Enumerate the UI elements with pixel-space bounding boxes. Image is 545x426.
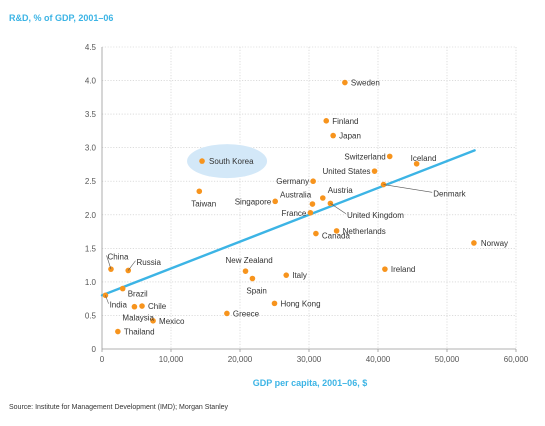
- x-tick-label: 40,000: [366, 355, 391, 364]
- point-label: United Kingdom: [347, 211, 404, 220]
- data-point: [199, 158, 205, 164]
- point-label: Netherlands: [343, 227, 386, 236]
- data-point: [242, 268, 249, 274]
- point-label: South Korea: [209, 157, 254, 166]
- axes: 0 0.5 1.0 1.5 2.0 2.5 3.0 3.5 4.0 4.5 0 10,000 20,00…: [85, 43, 529, 364]
- data-point: [283, 272, 290, 278]
- data-point: [139, 303, 145, 309]
- label-leader: [330, 203, 347, 215]
- point-label: Spain: [246, 287, 266, 296]
- data-point: [249, 275, 256, 282]
- data-point: [131, 303, 138, 310]
- point-label: Malaysia: [122, 314, 154, 323]
- label-leader: [127, 260, 136, 271]
- point-label: Singapore: [235, 197, 272, 206]
- point-label: China: [108, 252, 129, 261]
- point-label: Finland: [332, 117, 358, 126]
- x-tick-label: 30,000: [297, 355, 322, 364]
- point-label: Russia: [137, 258, 162, 267]
- data-point: [313, 230, 319, 237]
- point-label: Australia: [280, 191, 312, 200]
- point-label: Austria: [328, 186, 353, 195]
- y-tick-label: 4.0: [85, 77, 97, 86]
- labels-group: Sweden Finland Japan Switzerland Iceland Sout…: [105, 79, 508, 337]
- data-point: [125, 267, 132, 274]
- x-tick-label: 20,000: [228, 355, 253, 364]
- point-label: Thailand: [124, 328, 155, 337]
- label-leader: [105, 295, 109, 304]
- data-point: [196, 188, 203, 195]
- data-point: [115, 328, 121, 335]
- data-point: [119, 285, 126, 292]
- label-leader: [106, 255, 112, 270]
- y-tick-label: 3.5: [85, 110, 97, 119]
- data-point: [108, 266, 114, 272]
- point-label: Switzerland: [344, 152, 385, 161]
- grid: [102, 46, 517, 349]
- point-label: India: [110, 301, 128, 310]
- x-tick-label: 0: [100, 355, 105, 364]
- source-note: Source: Institute for Management Develop…: [9, 404, 229, 411]
- data-point: [309, 201, 316, 207]
- point-label: Sweden: [351, 79, 380, 88]
- point-label: Mexico: [159, 317, 185, 326]
- data-point: [150, 318, 156, 324]
- point-label: United States: [323, 167, 371, 176]
- y-tick-label: 2.5: [85, 177, 97, 186]
- highlight-ellipse: [187, 144, 268, 179]
- data-point: [471, 240, 477, 246]
- point-label: Italy: [292, 271, 307, 280]
- x-axis-label: GDP per capita, 2001–06, $: [253, 378, 367, 388]
- y-tick-label: 3.0: [85, 144, 97, 153]
- y-tick-label: 0.5: [85, 311, 97, 320]
- data-point: [224, 310, 230, 317]
- x-tick-label: 50,000: [435, 355, 460, 364]
- point-label: Germany: [276, 177, 309, 186]
- point-label: Brazil: [128, 290, 148, 299]
- point-label: Denmark: [433, 189, 466, 198]
- x-tick-label: 10,000: [159, 355, 184, 364]
- point-label: Chile: [148, 302, 167, 311]
- data-point: [382, 266, 388, 272]
- data-point: [310, 178, 316, 185]
- point-label: Iceland: [411, 154, 437, 163]
- point-label: Canada: [322, 232, 351, 241]
- trendline-group: [100, 149, 476, 297]
- data-point: [371, 168, 378, 174]
- points-group: [102, 79, 477, 335]
- point-label: Ireland: [391, 265, 415, 274]
- y-tick-label: 0: [92, 345, 97, 354]
- point-label: New Zealand: [226, 256, 273, 265]
- chart-title: R&D, % of GDP, 2001–06: [9, 13, 113, 23]
- point-label: Hong Kong: [281, 299, 321, 308]
- x-tick-label: 60,000: [504, 355, 529, 364]
- data-point: [330, 132, 336, 139]
- data-point: [271, 300, 278, 307]
- data-point: [342, 79, 348, 86]
- data-point: [323, 118, 330, 124]
- label-leader: [383, 184, 433, 193]
- y-tick-label: 1.0: [85, 278, 97, 287]
- point-label: Taiwan: [191, 199, 216, 208]
- data-point: [386, 153, 393, 160]
- point-label: Greece: [233, 309, 260, 318]
- data-point: [272, 198, 278, 205]
- highlight-group: [187, 144, 268, 179]
- data-point: [333, 228, 340, 234]
- data-point: [307, 209, 314, 216]
- point-label: Japan: [339, 132, 361, 141]
- point-label: France: [281, 209, 306, 218]
- data-point: [413, 160, 420, 167]
- y-tick-label: 2.0: [85, 211, 97, 220]
- y-tick-label: 4.5: [85, 43, 97, 52]
- y-tick-label: 1.5: [85, 244, 97, 253]
- point-label: Norway: [481, 239, 508, 248]
- data-point: [320, 195, 326, 201]
- trendline: [100, 149, 476, 297]
